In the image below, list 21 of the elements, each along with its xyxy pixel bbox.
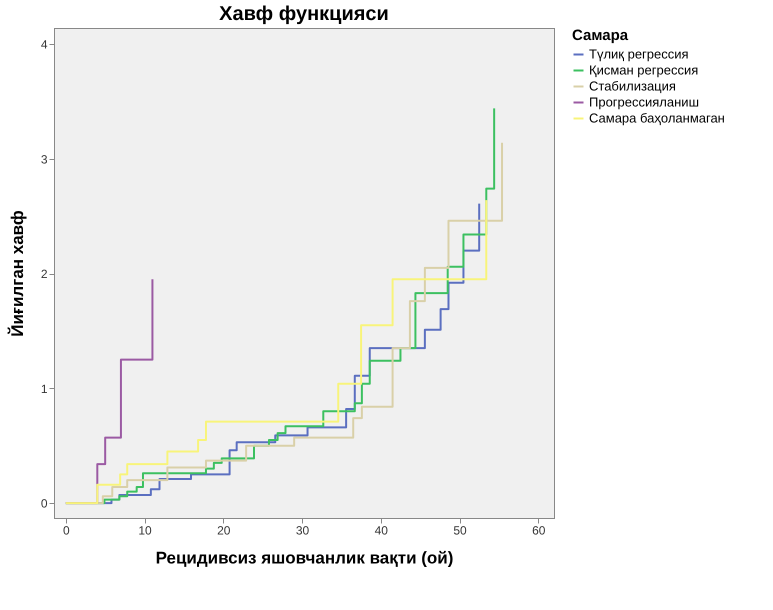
legend-label: Стабилизация [589, 78, 676, 94]
x-tick-label: 50 [453, 524, 468, 538]
y-tick-label: 2 [40, 267, 48, 282]
legend-label: Прогрессияланиш [589, 94, 699, 110]
legend-label: Қисман регрессия [589, 62, 698, 78]
chart-title: Хавф функцияси [219, 3, 389, 25]
y-tick-label: 1 [40, 382, 48, 396]
x-tick-label: 30 [296, 524, 310, 538]
x-tick-label: 20 [217, 524, 231, 538]
x-axis-title: Рецидивсиз яшовчанлик вақти (ой) [156, 548, 454, 568]
y-axis-title: Йиғилган хавф [6, 210, 27, 337]
legend-label: Түлиқ регрессия [589, 46, 689, 62]
legend-label: Самара баҳоланмаган [589, 110, 725, 126]
y-tick-label: 0 [40, 496, 48, 511]
y-tick-label: 3 [40, 152, 48, 166]
x-tick-label: 0 [62, 524, 70, 538]
legend-title: Самара [572, 27, 629, 44]
x-tick-label: 40 [374, 524, 388, 538]
x-tick-label: 60 [532, 524, 546, 538]
y-tick-label: 4 [40, 38, 48, 52]
x-tick-label: 10 [138, 524, 152, 538]
